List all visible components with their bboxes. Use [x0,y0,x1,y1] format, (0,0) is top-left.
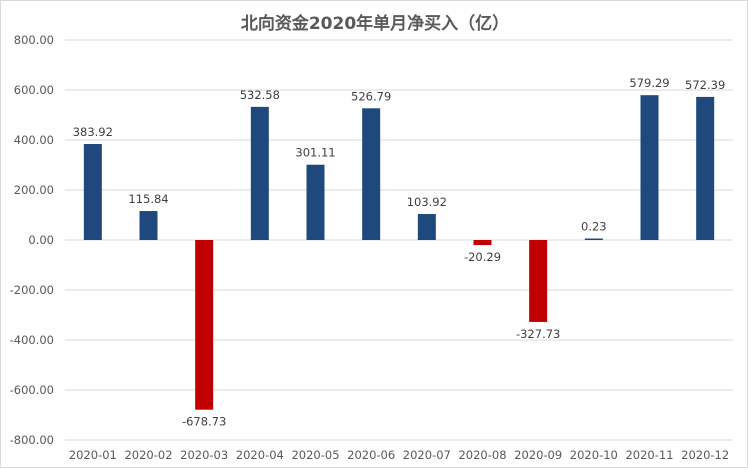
x-tick-label: 2020-03 [180,448,228,462]
x-tick-label: 2020-05 [291,448,339,462]
data-labels: 383.92 115.84 -678.73 532.58 301.11 526.79 103… [73,76,726,429]
data-label-2020-06: 526.79 [351,89,391,103]
data-label-2020-10: 0.23 [581,220,607,234]
y-tick-label: 200.00 [14,183,54,197]
bar-2020-11 [640,95,659,241]
bars [83,95,715,410]
y-tick-label: 600.00 [14,83,54,97]
y-tick-label: 0.00 [28,233,54,247]
bar-2020-06 [362,108,381,241]
x-tick-label: 2020-01 [69,448,117,462]
chart-title: 北向资金2020年单月净买入（亿） [240,14,510,34]
data-label-2020-09: -327.73 [516,327,560,341]
data-label-2020-03: -678.73 [182,415,226,429]
data-label-2020-01: 383.92 [73,125,113,139]
data-label-2020-04: 532.58 [240,88,280,102]
bar-2020-08 [473,240,492,246]
bar-2020-09 [529,240,548,322]
x-tick-label: 2020-07 [403,448,451,462]
x-tick-label: 2020-11 [625,448,673,462]
data-label-2020-11: 579.29 [629,76,669,90]
y-tick-label: -600.00 [10,383,54,397]
data-label-2020-02: 115.84 [128,192,168,206]
y-tick-label: 800.00 [14,33,54,47]
y-tick-label: -200.00 [10,283,54,297]
data-label-2020-08: -20.29 [464,250,501,264]
bar-2020-02 [139,211,158,240]
x-tick-label: 2020-02 [124,448,172,462]
x-tick-label: 2020-10 [570,448,618,462]
bar-2020-03 [195,240,214,410]
x-tick-label: 2020-04 [236,448,284,462]
x-tick-label: 2020-12 [681,448,729,462]
data-label-2020-07: 103.92 [407,195,447,209]
bar-2020-10 [584,238,603,240]
x-tick-label: 2020-06 [347,448,395,462]
bar-2020-07 [417,214,436,240]
y-tick-label: -400.00 [10,333,54,347]
bar-2020-04 [250,106,269,240]
data-label-2020-05: 301.11 [295,146,335,160]
x-tick-label: 2020-08 [458,448,506,462]
gridlines [65,39,733,441]
y-tick-label: -800.00 [10,433,54,447]
bar-2020-12 [696,96,715,240]
y-tick-label: 400.00 [14,133,54,147]
bar-2020-01 [83,144,102,240]
x-axis-tick-labels: 2020-01 2020-02 2020-03 2020-04 2020-05 2020-… [69,448,729,462]
x-tick-label: 2020-09 [514,448,562,462]
bar-2020-05 [306,164,325,240]
y-axis-tick-labels: 800.00 600.00 400.00 200.00 0.00 -200.00 -400.… [10,33,54,447]
data-label-2020-12: 572.39 [685,78,725,92]
